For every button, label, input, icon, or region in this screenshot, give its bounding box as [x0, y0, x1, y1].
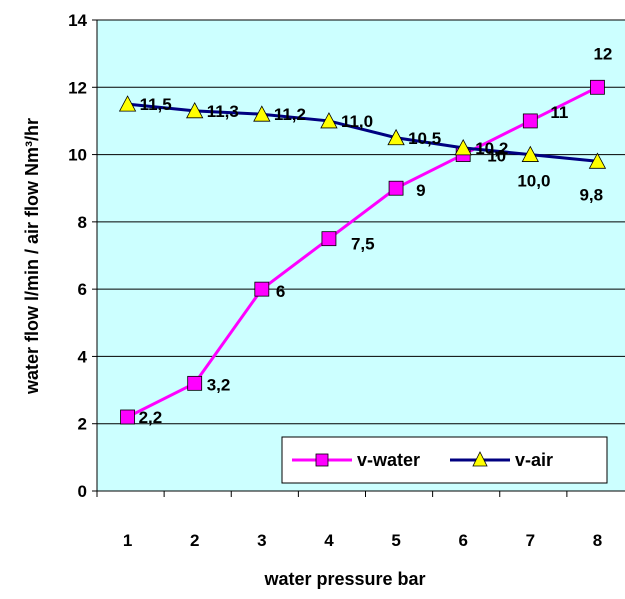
x-tick-label: 6 — [458, 531, 467, 550]
point-v-air — [454, 138, 472, 156]
point-v-air — [118, 95, 137, 112]
y-tick-label: 4 — [78, 347, 88, 366]
axes — [92, 19, 625, 497]
data-label-v-water: 10 — [487, 147, 506, 166]
point-v-air — [253, 105, 271, 122]
series-layer — [118, 79, 607, 425]
y-tick-label: 6 — [78, 280, 87, 299]
x-tick-label: 1 — [123, 531, 132, 550]
data-label-v-water: 9 — [416, 181, 425, 200]
y-tick-labels: 0 2 4 6 8 10 12 14 — [68, 11, 87, 501]
gridlines — [97, 19, 625, 425]
x-tick-labels: 1 2 3 4 5 6 7 8 — [123, 531, 602, 550]
series-line-v-air — [127, 102, 598, 163]
legend-label-v-air: v-air — [515, 450, 553, 470]
x-tick-label: 7 — [526, 531, 535, 550]
x-tick-label: 8 — [593, 531, 602, 550]
point-v-water — [321, 231, 337, 247]
legend-marker-v-water — [315, 453, 329, 467]
point-v-water — [388, 180, 404, 196]
point-v-air — [521, 145, 539, 162]
data-label-v-water: 7,5 — [351, 235, 375, 254]
y-tick-label: 2 — [78, 415, 87, 434]
y-tick-label: 10 — [68, 146, 87, 165]
y-tick-label: 8 — [78, 213, 87, 232]
point-v-air — [320, 112, 338, 129]
x-tick-label: 2 — [190, 531, 199, 550]
legend: v-water v-air — [281, 436, 608, 484]
x-axis-title: water pressure bar — [263, 569, 425, 589]
data-label-v-water: 11 — [550, 103, 568, 122]
x-tick-label: 3 — [257, 531, 266, 550]
data-label-v-air: 11,5 — [140, 95, 172, 114]
point-v-water — [254, 281, 270, 297]
data-label-v-air: 11,3 — [207, 102, 239, 121]
point-v-water — [590, 79, 605, 95]
point-v-water — [522, 113, 538, 129]
legend-label-v-water: v-water — [357, 450, 420, 470]
data-label-v-air: 10,5 — [408, 129, 441, 148]
point-v-air — [186, 101, 204, 119]
point-v-air — [588, 152, 607, 169]
y-tick-label: 12 — [68, 78, 87, 97]
data-label-v-air: 11,0 — [341, 112, 373, 131]
data-label-v-air: 10,2 — [475, 139, 508, 158]
x-tick-label: 4 — [324, 531, 334, 550]
x-tick-label: 5 — [391, 531, 400, 550]
point-v-air — [387, 128, 405, 146]
data-label-v-air: 11,2 — [274, 105, 306, 124]
data-label-v-water: 12 — [593, 44, 612, 63]
data-label-v-water: 6 — [276, 282, 285, 301]
y-tick-label: 0 — [78, 482, 87, 501]
point-v-water — [187, 375, 203, 391]
y-axis-title: water flow l/min / air flow Nm³/hr — [22, 118, 42, 395]
legend-marker-v-air — [472, 451, 488, 467]
y-tick-label: 14 — [68, 11, 87, 30]
plot-area — [96, 19, 625, 492]
data-labels: 2,2 3,2 6 7,5 9 10 11 12 11,5 11,3 11,2 11,0 10,5 10,… — [139, 44, 613, 427]
series-line-v-water — [126, 85, 599, 419]
data-label-v-air: 9,8 — [579, 185, 603, 204]
data-label-v-air: 10,0 — [517, 172, 550, 191]
data-label-v-water: 3,2 — [207, 375, 231, 394]
point-v-water — [120, 409, 135, 425]
data-label-v-water: 2,2 — [139, 408, 163, 427]
